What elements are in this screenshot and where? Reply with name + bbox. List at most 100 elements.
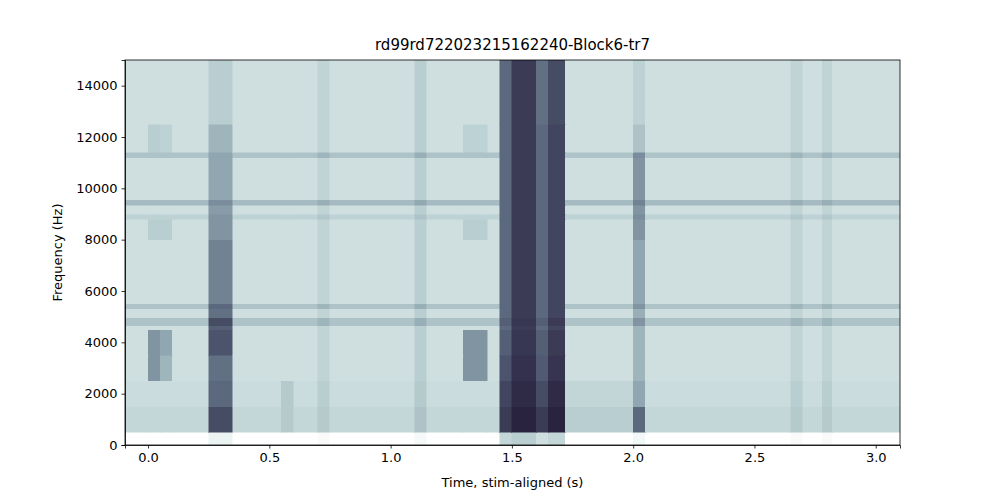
heatmap-cell bbox=[209, 200, 233, 205]
heatmap-cell bbox=[565, 330, 633, 356]
tick: 2.5 bbox=[745, 445, 766, 465]
heatmap-cell bbox=[148, 60, 160, 124]
tick-mark bbox=[633, 445, 634, 449]
heatmap-cell bbox=[565, 60, 633, 124]
heatmap-cell bbox=[803, 304, 822, 309]
heatmap-cell bbox=[791, 158, 803, 200]
heatmap-cell bbox=[233, 200, 282, 205]
heatmap-cell bbox=[512, 152, 536, 157]
heatmap-cell bbox=[125, 200, 148, 205]
heatmap-cell bbox=[822, 309, 832, 318]
heatmap-cell bbox=[160, 304, 172, 309]
heatmap-cell bbox=[281, 158, 293, 200]
tick: 3.0 bbox=[866, 445, 887, 465]
heatmap-cell bbox=[488, 200, 500, 205]
heatmap-cell bbox=[415, 152, 427, 157]
heatmap-cell bbox=[536, 60, 548, 124]
heatmap-cell bbox=[791, 318, 803, 326]
heatmap-cell bbox=[645, 330, 791, 356]
heatmap-cell bbox=[548, 205, 565, 214]
heatmap-cell bbox=[427, 318, 463, 326]
heatmap-cell bbox=[548, 432, 565, 445]
heatmap-cell bbox=[803, 240, 822, 304]
tick: 10000 bbox=[76, 181, 125, 196]
heatmap-cell bbox=[536, 219, 548, 240]
heatmap-cell bbox=[548, 355, 565, 381]
tick-label: 2.5 bbox=[745, 450, 766, 465]
heatmap-cell bbox=[281, 309, 293, 318]
heatmap-cell bbox=[633, 240, 645, 304]
heatmap-cell bbox=[822, 200, 832, 205]
heatmap-cell bbox=[463, 152, 487, 157]
heatmap-cell bbox=[645, 158, 791, 200]
heatmap-cell bbox=[294, 60, 318, 124]
heatmap-cell bbox=[330, 309, 415, 318]
heatmap-cell bbox=[427, 330, 463, 356]
heatmap-cell bbox=[500, 219, 512, 240]
x-axis: 0.00.51.01.52.02.53.0 bbox=[126, 445, 901, 465]
heatmap-cell bbox=[209, 355, 233, 381]
heatmap-cell bbox=[125, 240, 148, 304]
heatmap-cell bbox=[415, 205, 427, 214]
heatmap-cell bbox=[463, 240, 487, 304]
heatmap-cell bbox=[500, 152, 512, 157]
heatmap-cell bbox=[512, 240, 536, 304]
heatmap-cell bbox=[125, 318, 148, 326]
heatmap-cell bbox=[803, 158, 822, 200]
heatmap-cell bbox=[822, 240, 832, 304]
heatmap-cell bbox=[832, 219, 900, 240]
heatmap-cell bbox=[318, 309, 330, 318]
heatmap-cell bbox=[500, 240, 512, 304]
heatmap-cell bbox=[330, 60, 415, 124]
tick-label: 1.5 bbox=[502, 450, 523, 465]
heatmap-cell bbox=[822, 214, 832, 219]
heatmap-cell bbox=[125, 381, 148, 407]
tick-label: 2000 bbox=[84, 386, 117, 401]
heatmap-cell bbox=[233, 60, 282, 124]
heatmap-cell bbox=[803, 381, 822, 407]
heatmap-cell bbox=[565, 124, 633, 152]
heatmap-cell bbox=[318, 219, 330, 240]
heatmap-cell bbox=[488, 214, 500, 219]
heatmap-cell bbox=[548, 326, 565, 330]
heatmap-cell bbox=[832, 326, 900, 330]
heatmap-cell bbox=[832, 318, 900, 326]
heatmap-cell bbox=[645, 205, 791, 214]
heatmap-cell bbox=[536, 432, 548, 445]
heatmap-cell bbox=[281, 381, 293, 407]
heatmap-cell bbox=[832, 205, 900, 214]
heatmap-cell bbox=[233, 304, 282, 309]
heatmap-cell bbox=[209, 318, 233, 326]
heatmap-cell bbox=[832, 240, 900, 304]
tick-mark bbox=[512, 445, 513, 449]
heatmap-cell bbox=[209, 432, 233, 445]
heatmap-cell bbox=[294, 205, 318, 214]
heatmap-cell bbox=[463, 205, 487, 214]
heatmap-cell bbox=[463, 304, 487, 309]
tick-mark bbox=[122, 342, 126, 343]
heatmap-cell bbox=[294, 326, 318, 330]
heatmap-cell bbox=[565, 200, 633, 205]
heatmap-cell bbox=[294, 407, 318, 433]
heatmap-cell bbox=[536, 330, 548, 356]
heatmap-cell bbox=[125, 355, 148, 381]
heatmap-cell bbox=[233, 330, 282, 356]
heatmap-cell bbox=[536, 318, 548, 326]
heatmap-cell bbox=[832, 330, 900, 356]
heatmap-cell bbox=[463, 432, 487, 445]
tick-mark bbox=[122, 137, 126, 138]
heatmap-cell bbox=[172, 240, 208, 304]
heatmap-cell bbox=[803, 330, 822, 356]
heatmap-cell bbox=[160, 214, 172, 219]
heatmap-cell bbox=[548, 214, 565, 219]
heatmap-cell bbox=[803, 60, 822, 124]
heatmap-cell bbox=[281, 355, 293, 381]
heatmap-cell bbox=[500, 304, 512, 309]
heatmap-cell bbox=[415, 124, 427, 152]
heatmap-cell bbox=[548, 318, 565, 326]
heatmap-cell bbox=[427, 381, 463, 407]
heatmap-cell bbox=[172, 124, 208, 152]
heatmap-cell bbox=[209, 152, 233, 157]
heatmap-cell bbox=[822, 330, 832, 356]
heatmap-cell bbox=[281, 432, 293, 445]
